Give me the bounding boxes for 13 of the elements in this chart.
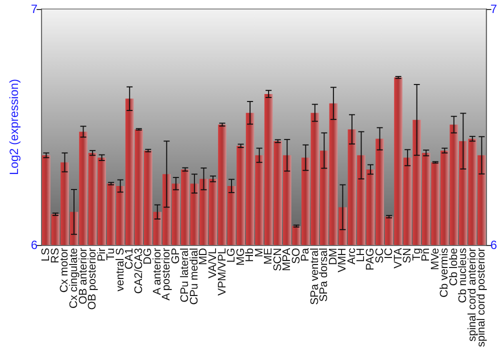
- x-tick-label: SCN: [272, 248, 284, 272]
- y2-tick-label: 7: [490, 2, 498, 16]
- x-tick-label: Pa: [300, 247, 312, 262]
- x-tick-label: SO: [290, 248, 302, 264]
- y2-tick-label: 6: [490, 238, 498, 252]
- x-tick-label: RS: [49, 248, 62, 264]
- x-tick-label: CPu medial: [188, 248, 200, 305]
- x-tick-label: spinal cord posterior: [476, 248, 488, 348]
- x-tick-label: VA/VL: [206, 248, 219, 278]
- y-axis-title: Log2 (expression): [7, 78, 21, 176]
- x-tick-label: IC: [383, 248, 396, 259]
- x-tick-label: OB anterior: [77, 248, 90, 304]
- x-tick-label: Cb lobe: [448, 248, 460, 286]
